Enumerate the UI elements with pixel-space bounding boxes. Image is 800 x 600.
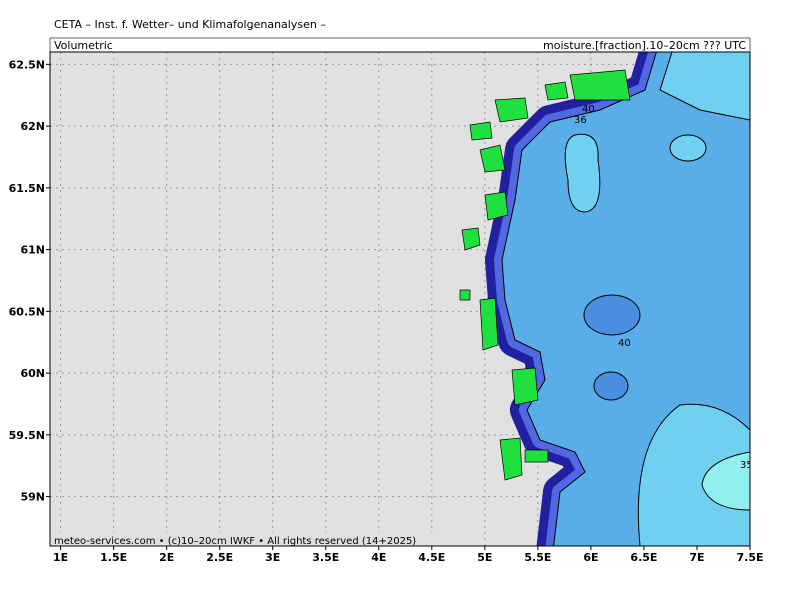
contour-label: 35 — [740, 460, 753, 471]
x-tick-label: 7E — [689, 551, 704, 564]
region-light — [659, 52, 750, 121]
map-area: 40 36 40 35 meteo-services.com • (c)10–2… — [50, 52, 753, 547]
footer-bg — [50, 533, 450, 546]
x-tick-label: 2E — [159, 551, 174, 564]
region-light — [637, 403, 750, 546]
x-tick-label: 7.5E — [736, 551, 763, 564]
x-tick-label: 5.5E — [524, 551, 551, 564]
header-left: Volumetric — [54, 39, 113, 52]
islands — [459, 69, 631, 481]
region-lighter — [701, 451, 750, 511]
x-tick-label: 2.5E — [206, 551, 233, 564]
x-tick-label: 6E — [583, 551, 598, 564]
x-tick-label: 5E — [477, 551, 492, 564]
y-tick-label: 62.5N — [9, 58, 45, 71]
contour-label: 36 — [574, 115, 587, 126]
contour-label: 40 — [618, 338, 631, 349]
contour-label: 40 — [582, 104, 595, 115]
x-tick-label: 1.5E — [100, 551, 127, 564]
x-tick-label: 4E — [371, 551, 386, 564]
region-light — [669, 134, 707, 162]
y-tick-label: 61N — [20, 244, 45, 257]
x-tick-label: 3.5E — [312, 551, 339, 564]
y-tick-label: 60N — [20, 367, 45, 380]
header-right: moisture.[fraction].10–20cm ??? UTC — [543, 39, 746, 52]
region-dark — [583, 294, 641, 336]
footer: meteo-services.com • (c)10–20cm IWKF • A… — [54, 536, 416, 547]
y-tick-label: 62N — [20, 120, 45, 133]
region-dark — [593, 371, 629, 401]
y-tick-label: 59.5N — [9, 429, 45, 442]
x-tick-label: 1E — [53, 551, 68, 564]
region-light — [564, 133, 601, 213]
x-tick-label: 6.5E — [630, 551, 657, 564]
y-tick-label: 60.5N — [9, 305, 45, 318]
y-tick-label: 59N — [20, 491, 45, 504]
x-tick-label: 4.5E — [418, 551, 445, 564]
header-title: CETA – Inst. f. Wetter– und Klimafolgena… — [54, 18, 326, 31]
y-tick-label: 61.5N — [9, 182, 45, 195]
x-tick-label: 3E — [265, 551, 280, 564]
plot-frame — [49, 51, 751, 547]
